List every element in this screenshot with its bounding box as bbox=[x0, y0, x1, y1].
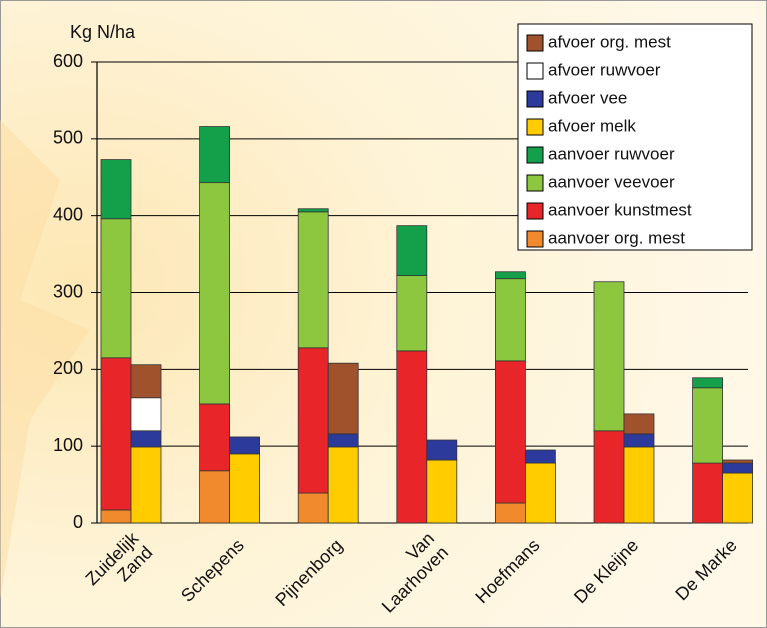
bar-segment bbox=[297, 347, 329, 494]
bar-segment bbox=[525, 449, 556, 464]
bar-segment bbox=[199, 470, 231, 524]
bar-segment bbox=[199, 182, 231, 405]
bar-segment bbox=[130, 397, 162, 432]
bar-segment bbox=[100, 509, 132, 524]
bar-segment bbox=[130, 446, 162, 524]
y-tick-label: 100 bbox=[53, 435, 83, 455]
bar-segment bbox=[100, 159, 132, 220]
bar-segment bbox=[426, 439, 458, 461]
bar-segment bbox=[593, 430, 625, 524]
bar-segment bbox=[494, 502, 526, 524]
bar-segment bbox=[297, 492, 329, 524]
bar-segment bbox=[199, 126, 231, 184]
bar-segment bbox=[623, 446, 655, 524]
y-tick-label: 0 bbox=[73, 512, 83, 532]
bar-segment bbox=[692, 387, 723, 464]
bar-segment bbox=[623, 413, 655, 435]
bar-segment bbox=[199, 403, 231, 472]
bar-segment bbox=[722, 459, 753, 464]
bar-segment bbox=[396, 275, 428, 352]
y-axis-label: Kg N/ha bbox=[70, 22, 136, 42]
legend-label: afvoer org. mest bbox=[548, 32, 671, 51]
bar-segment bbox=[100, 218, 132, 359]
legend-label: afvoer melk bbox=[548, 116, 636, 135]
bar-segment bbox=[426, 459, 458, 524]
legend-swatch bbox=[526, 202, 544, 220]
bar-segment bbox=[494, 278, 526, 362]
decoration bbox=[0, 120, 90, 600]
bar-segment bbox=[525, 462, 556, 524]
bar-segment bbox=[494, 271, 526, 280]
bar-segment bbox=[396, 225, 428, 276]
legend-label: afvoer ruwvoer bbox=[548, 60, 661, 79]
legend-swatch bbox=[526, 174, 544, 192]
legend-swatch bbox=[526, 90, 544, 108]
y-tick-label: 400 bbox=[53, 204, 83, 224]
bar-segment bbox=[130, 364, 162, 399]
bar-segment bbox=[623, 433, 655, 448]
bar-segment bbox=[100, 357, 132, 511]
legend-swatch bbox=[526, 146, 544, 164]
bar-segment bbox=[692, 462, 723, 524]
legend-swatch bbox=[526, 230, 544, 248]
legend: afvoer org. mest afvoer ruwvoer afvoer vee… bbox=[517, 23, 753, 251]
bar-segment bbox=[593, 281, 625, 432]
bar-segment bbox=[130, 430, 162, 448]
y-tick-label: 600 bbox=[53, 51, 83, 71]
bar-segment bbox=[722, 472, 753, 524]
legend-box bbox=[517, 23, 753, 251]
bar-segment bbox=[327, 433, 359, 448]
y-tick-label: 200 bbox=[53, 358, 83, 378]
y-tick-label: 300 bbox=[53, 281, 83, 301]
bar-segment bbox=[722, 462, 753, 474]
bar-segment bbox=[229, 436, 261, 455]
legend-swatch bbox=[526, 34, 544, 52]
legend-swatch bbox=[526, 62, 544, 80]
bar-segment bbox=[327, 362, 359, 435]
bar-segment bbox=[396, 350, 428, 524]
legend-label: aanvoer ruwvoer bbox=[548, 144, 675, 163]
bar-segment bbox=[297, 208, 329, 213]
bar-segment bbox=[229, 453, 261, 524]
bar-segment bbox=[494, 360, 526, 504]
legend-label: aanvoer kunstmest bbox=[548, 200, 692, 219]
y-tick-label: 500 bbox=[53, 128, 83, 148]
bar-segment bbox=[692, 377, 723, 389]
bar-segment bbox=[297, 211, 329, 349]
bar-segment bbox=[327, 446, 359, 524]
legend-swatch bbox=[526, 118, 544, 136]
legend-label: aanvoer veevoer bbox=[548, 172, 675, 191]
legend-label: aanvoer org. mest bbox=[548, 228, 685, 247]
legend-label: afvoer vee bbox=[548, 88, 627, 107]
